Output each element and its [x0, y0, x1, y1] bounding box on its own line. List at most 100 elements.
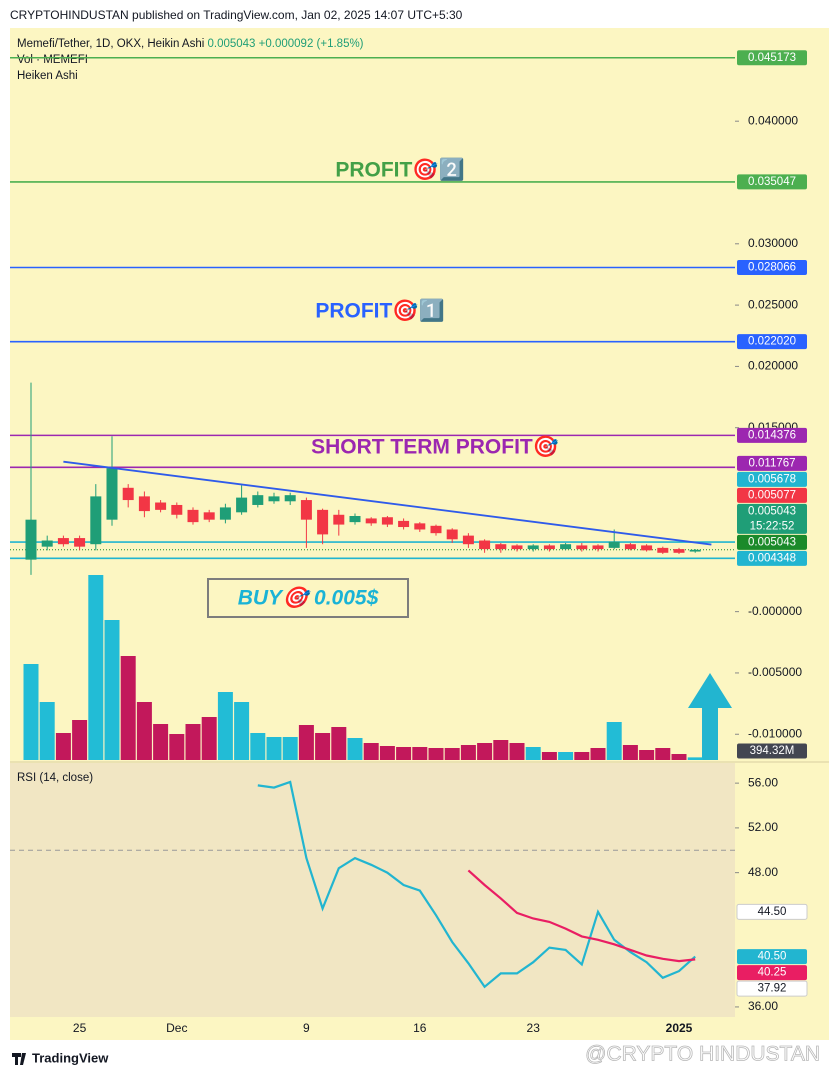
rsi-line — [467, 869, 696, 963]
candle-body — [138, 496, 150, 512]
footer-brand: TradingView — [32, 1050, 109, 1065]
candle-body — [381, 517, 393, 525]
volume-bar — [153, 724, 169, 760]
volume-title: Vol · MEMEFI — [17, 54, 88, 66]
volume-bar — [72, 720, 88, 760]
candle-body — [608, 541, 620, 548]
y-tick-label: 0.025000 — [748, 297, 798, 311]
candle-body — [41, 540, 53, 547]
badge-bg — [737, 965, 807, 981]
badge-bg — [737, 427, 807, 443]
badge-bg — [737, 174, 807, 190]
price-label: 0.005077 — [748, 489, 796, 501]
volume-bar — [525, 747, 541, 760]
volume-bar — [687, 757, 703, 760]
x-tick-label: 16 — [413, 1021, 427, 1035]
candle-body — [657, 547, 669, 553]
annotation: PROFIT🎯2️⃣ — [335, 157, 464, 182]
annotation: SHORT TERM PROFIT🎯 — [311, 435, 559, 459]
level-label: 0.014376 — [748, 429, 796, 441]
volume-bar — [282, 737, 298, 760]
candle-body — [689, 549, 701, 552]
candle-body — [414, 523, 426, 530]
volume-bar — [331, 727, 347, 760]
candle-body — [219, 507, 231, 520]
volume-bar — [169, 734, 185, 760]
candle-body — [317, 509, 329, 535]
badge-bg — [736, 903, 808, 920]
candle-body — [624, 544, 636, 550]
x-tick-label: 23 — [527, 1021, 541, 1035]
badge-bg — [736, 980, 808, 997]
badge-bg — [737, 534, 807, 550]
candle-body — [527, 545, 539, 550]
badge-bg — [737, 550, 807, 566]
candle-body — [90, 496, 102, 545]
volume-bar — [606, 722, 622, 760]
level-label: 0.022020 — [748, 336, 796, 348]
candle-body — [236, 497, 248, 513]
y-tick-label: 0.020000 — [748, 359, 798, 373]
badge-bg — [737, 503, 807, 534]
volume-bar — [655, 748, 671, 760]
volume-bar — [574, 752, 590, 760]
candle-body — [187, 509, 199, 523]
candle-body — [252, 495, 264, 505]
candle-body — [511, 545, 523, 550]
volume-bar — [185, 724, 201, 760]
header: CRYPTOHINDUSTAN published on TradingView… — [10, 8, 463, 22]
level-label: 0.005678 — [748, 473, 796, 485]
candle-body — [284, 495, 296, 502]
badge-bg — [737, 260, 807, 276]
y-tick-label: -0.005000 — [748, 665, 802, 679]
candle-body — [462, 535, 474, 545]
y-tick-label: 0.040000 — [748, 113, 798, 127]
volume-bar — [590, 748, 606, 760]
candle-body — [122, 487, 134, 501]
badge-bg — [737, 471, 807, 487]
plot: 0.0400000.0300000.0250000.0200000.015000… — [10, 50, 808, 1035]
brand-logo — [12, 1053, 26, 1065]
y-tick-label: 0.030000 — [748, 236, 798, 250]
badge-bg — [737, 743, 807, 759]
volume-bar — [541, 752, 557, 760]
volume-bar — [363, 743, 379, 760]
volume-bar — [88, 575, 104, 760]
candle-body — [25, 519, 37, 560]
volume-bar — [412, 747, 428, 760]
volume-bar — [23, 664, 39, 760]
volume-bar — [298, 725, 314, 760]
rsi-value-label: 44.50 — [758, 906, 787, 918]
volume-bar — [493, 740, 509, 760]
candle-body — [268, 496, 280, 502]
legend-title: Memefi/Tether, 1D, OKX, Heikin Ashi 0.00… — [17, 38, 364, 50]
y-tick-label: 52.00 — [748, 820, 778, 834]
candle-body — [430, 525, 442, 534]
volume-bar — [234, 702, 250, 760]
candle-body — [365, 518, 377, 524]
candle-body — [57, 538, 69, 545]
volume-bar — [120, 656, 136, 760]
volume-label: 394.32M — [750, 745, 795, 757]
volume-bar — [639, 750, 655, 760]
y-tick-label: 48.00 — [748, 865, 778, 879]
badge-bg — [737, 455, 807, 471]
candle-body — [673, 549, 685, 553]
buy-box — [207, 578, 409, 618]
volume-bar — [250, 733, 266, 760]
volume-bar — [477, 743, 493, 760]
candle-body — [171, 504, 183, 515]
volume-bar — [379, 746, 395, 760]
candle-body — [479, 540, 491, 550]
up-arrow — [688, 673, 732, 760]
x-tick-label: 25 — [73, 1021, 87, 1035]
candle-body — [641, 545, 653, 551]
badge-bg — [737, 949, 807, 965]
rsi-value-label: 37.92 — [758, 983, 787, 995]
annotation: PROFIT🎯1️⃣ — [315, 298, 444, 323]
candle-body — [576, 545, 588, 550]
volume-bar — [428, 748, 444, 760]
candle-body — [560, 544, 572, 550]
